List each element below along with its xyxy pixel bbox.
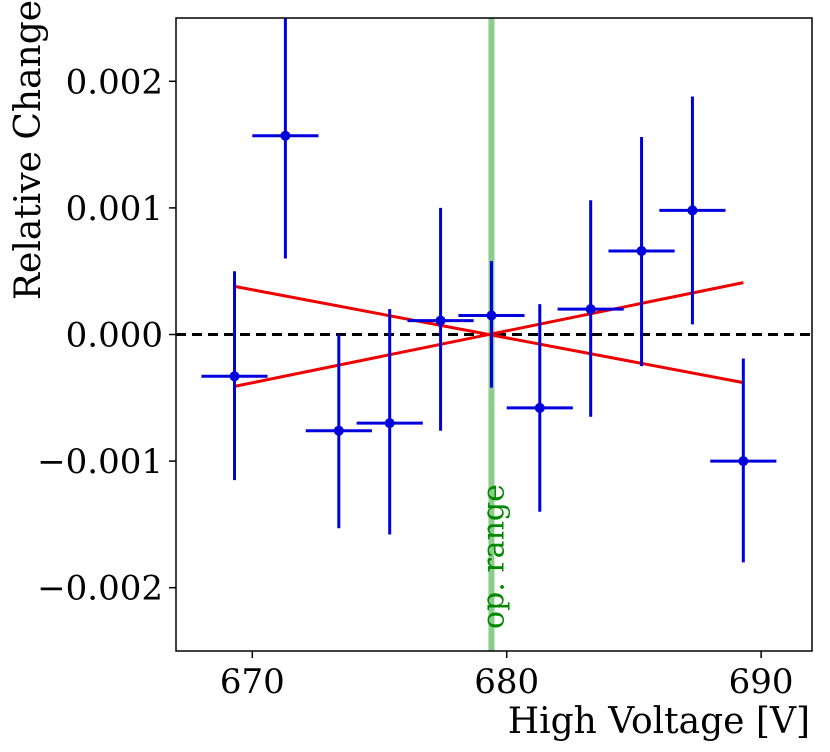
- y-tick-label: 0.000: [66, 316, 163, 356]
- data-point: [384, 418, 395, 429]
- data-points-layer: [201, 18, 777, 563]
- y-tick-label: 0.001: [66, 189, 163, 229]
- data-point: [687, 205, 698, 216]
- x-tick-label: 680: [474, 662, 539, 702]
- data-point: [229, 371, 240, 382]
- axes-layer: 670 680 690 −0.002 −0.001 0.000 0.001 0.002: [37, 17, 813, 702]
- data-point: [585, 304, 596, 315]
- data-point-group: [201, 271, 268, 481]
- y-axis-label: Relative Change: [8, 0, 49, 300]
- x-tick-label: 690: [729, 662, 794, 702]
- data-point-group: [458, 261, 525, 388]
- data-point: [636, 245, 647, 256]
- data-point-group: [608, 137, 675, 367]
- data-point-group: [305, 334, 372, 529]
- y-tick-label: 0.002: [66, 62, 163, 102]
- data-point-group: [252, 18, 319, 259]
- data-point-group: [407, 207, 474, 431]
- data-point-group: [506, 304, 573, 512]
- x-axis-label: High Voltage [V]: [508, 701, 810, 742]
- data-point: [486, 310, 497, 321]
- data-point: [738, 456, 749, 467]
- data-point-group: [557, 200, 624, 417]
- data-point: [280, 130, 291, 141]
- op-range-label: op. range: [476, 484, 511, 629]
- fit-line-lower-slope: [234, 284, 744, 385]
- data-point: [534, 402, 545, 413]
- data-point: [333, 425, 344, 436]
- fit-lines-layer: [234, 281, 744, 388]
- data-point: [435, 315, 446, 326]
- x-tick-label: 670: [220, 662, 285, 702]
- y-tick-label: −0.001: [37, 442, 163, 482]
- data-point-group: [659, 96, 726, 325]
- y-tick-label: −0.002: [37, 569, 163, 609]
- data-point-group: [356, 309, 423, 535]
- data-point-group: [710, 358, 777, 563]
